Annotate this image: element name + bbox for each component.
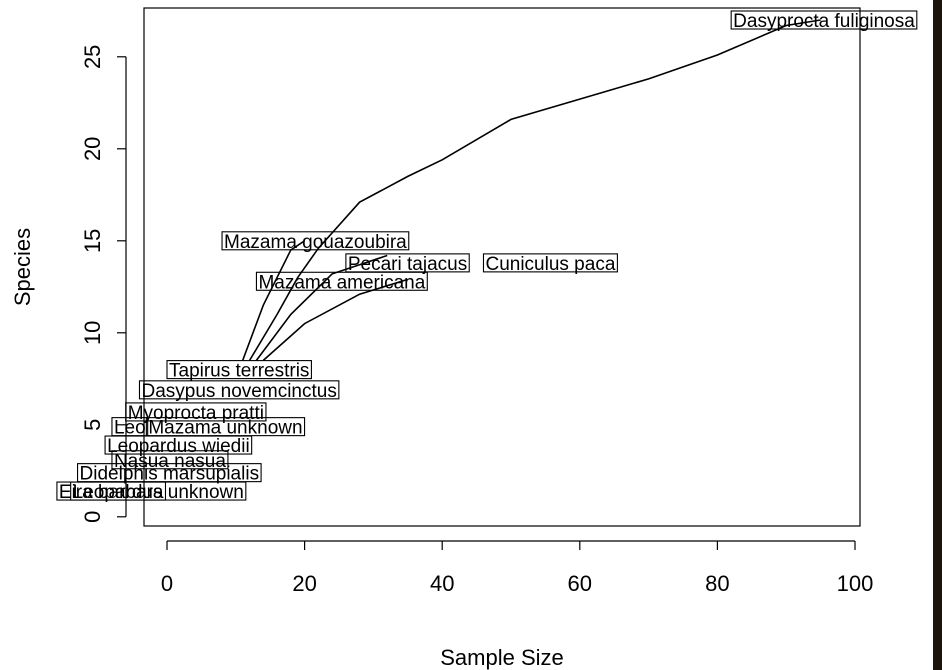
annotation-box	[70, 481, 247, 501]
annotation-text: Eira barbara	[59, 482, 164, 503]
x-tick-label: 20	[292, 571, 316, 596]
annotation-box	[255, 271, 428, 291]
annotation-label: Mazama gouazoubira	[221, 231, 410, 253]
series-line-4	[262, 278, 409, 361]
series-line-3	[255, 254, 388, 361]
annotation-text: Leo	[114, 418, 146, 439]
annotation-box	[166, 360, 312, 380]
annotation-label: Nasua nasua	[111, 450, 229, 472]
series-group	[241, 19, 821, 361]
annotation-text: Didelphis marsupialis	[80, 464, 260, 485]
x-tick-label: 60	[568, 571, 592, 596]
annotation-text: Mazama gouazoubira	[224, 232, 407, 253]
annotation-text: Leopardus wiedii	[107, 436, 250, 457]
annotation-text: Leopardus unknown	[73, 482, 244, 503]
annotation-box	[482, 253, 618, 273]
annotation-label: Dasyprocta fuliginosa	[730, 10, 918, 32]
annotation-box	[730, 10, 918, 30]
annotation-box	[138, 380, 340, 400]
annotation-text: Myoprocta pratti	[128, 403, 264, 424]
x-tick-label: 0	[161, 571, 173, 596]
annotation-text: Mazama unknown	[148, 418, 302, 439]
y-tick-label: 0	[80, 511, 105, 523]
annotation-text: Nasua nasua	[114, 451, 226, 472]
x-axis-label: Sample Size	[440, 645, 564, 670]
annotation-label: Tapirus terrestris	[166, 360, 312, 382]
annotation-label: Mazama americana	[255, 271, 428, 293]
annotation-text: Mazama americana	[258, 272, 425, 293]
y-tick-label: 10	[80, 321, 105, 345]
annotation-box	[104, 435, 253, 455]
y-tick-label: 20	[80, 137, 105, 161]
y-tick-label: 5	[80, 419, 105, 431]
series-line-2	[248, 19, 821, 361]
y-axis-label: Species	[10, 228, 35, 306]
x-tick-label: 100	[837, 571, 874, 596]
x-tick-label: 80	[705, 571, 729, 596]
y-tick-label: 25	[80, 45, 105, 69]
annotation-group: Dasyprocta fuliginosa Mazama gouazoubiraP…	[56, 10, 918, 503]
x-axis: 0 20 40 60 80 100	[161, 540, 874, 596]
x-tick-label: 40	[430, 571, 454, 596]
y-tick-label: 15	[80, 229, 105, 253]
annotation-label: Cuniculus paca	[482, 253, 618, 275]
annotation-text: Tapirus terrestris	[169, 361, 309, 382]
annotation-text: Pecari tajacus	[348, 254, 467, 275]
right-edge-strip	[933, 0, 942, 670]
annotation-label: Myoprocta pratti	[125, 402, 267, 424]
annotation-box	[111, 450, 229, 470]
annotation-text: Dasypus novemcinctus	[141, 381, 336, 402]
series-line-1	[241, 240, 306, 361]
y-axis: 0 5 10 15 20 25	[80, 45, 127, 523]
annotation-box	[221, 231, 410, 251]
plot-frame	[143, 7, 861, 527]
annotation-box	[125, 402, 267, 422]
annotation-text: Cuniculus paca	[485, 254, 615, 275]
annotation-text: Dasyprocta fuliginosa	[733, 11, 915, 32]
annotation-label: Leopardus unknown	[70, 481, 247, 503]
annotation-label: Dasypus novemcinctus	[138, 380, 340, 402]
annotation-label: Leopardus wiedii	[104, 435, 253, 457]
